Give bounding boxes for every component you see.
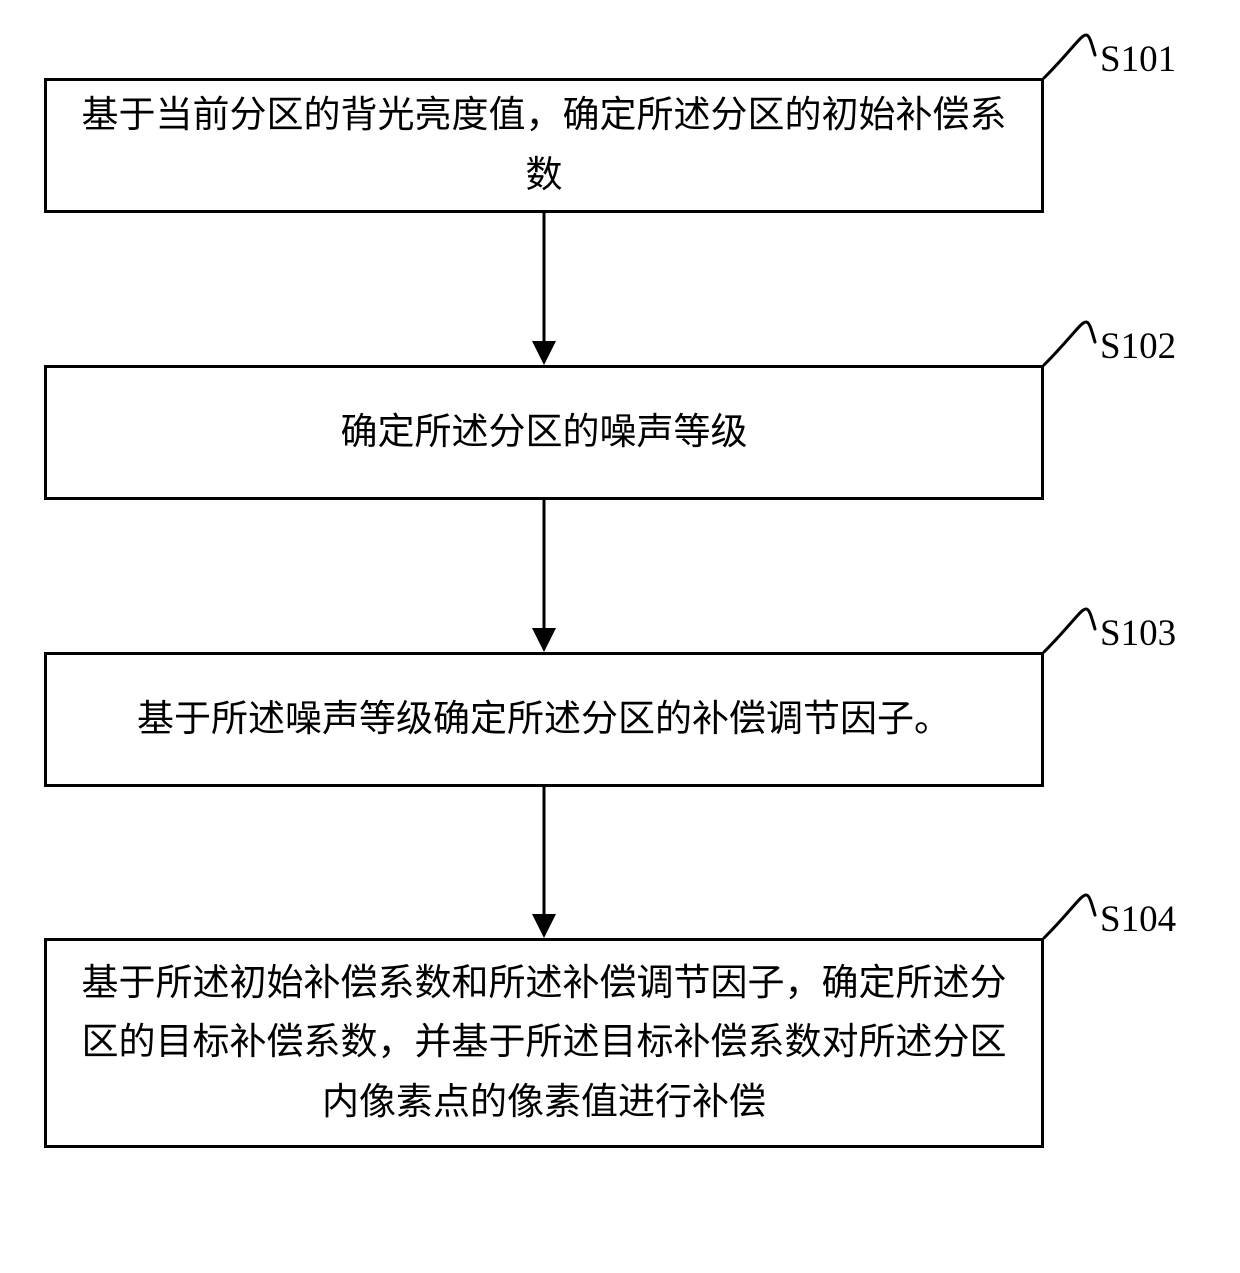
arrow-s101-s102 (528, 213, 560, 365)
flow-node-text: 基于所述初始补偿系数和所述补偿调节因子，确定所述分区的目标补偿系数，并基于所述目… (67, 954, 1021, 1132)
step-label-s102: S102 (1100, 325, 1176, 368)
step-label-s103: S103 (1100, 612, 1176, 655)
flow-node-text: 确定所述分区的噪声等级 (341, 403, 748, 462)
flow-node-s102: 确定所述分区的噪声等级 (44, 365, 1044, 500)
flowchart-canvas: 基于当前分区的背光亮度值，确定所述分区的初始补偿系数 S101 确定所述分区的噪声等… (0, 0, 1240, 1273)
step-label-s101: S101 (1100, 38, 1176, 81)
step-label-s104: S104 (1100, 898, 1176, 941)
flow-node-text: 基于所述噪声等级确定所述分区的补偿调节因子。 (137, 690, 951, 749)
flow-node-s104: 基于所述初始补偿系数和所述补偿调节因子，确定所述分区的目标补偿系数，并基于所述目… (44, 938, 1044, 1148)
flow-node-s101: 基于当前分区的背光亮度值，确定所述分区的初始补偿系数 (44, 78, 1044, 213)
arrow-s102-s103 (528, 500, 560, 652)
flow-node-text: 基于当前分区的背光亮度值，确定所述分区的初始补偿系数 (67, 86, 1021, 204)
arrow-s103-s104 (528, 787, 560, 938)
flow-node-s103: 基于所述噪声等级确定所述分区的补偿调节因子。 (44, 652, 1044, 787)
